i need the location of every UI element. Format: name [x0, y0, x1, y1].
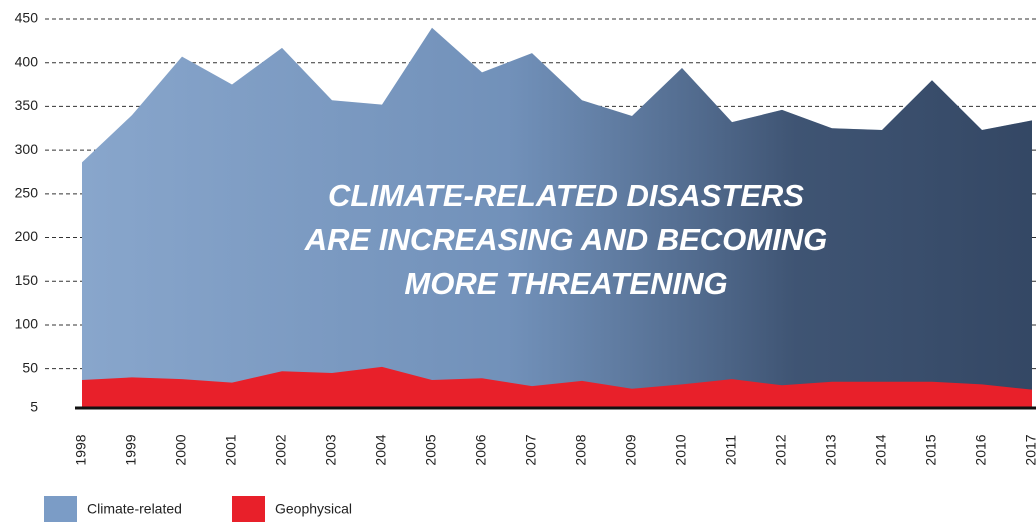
y-tick-label: 350: [15, 97, 39, 113]
y-tick-label: 200: [15, 228, 39, 244]
overlay: 1998 1999 2000 2001 2002 2003 2004 2005 2006 2007…: [44, 178, 1036, 522]
x-tick-label: 2014: [873, 434, 889, 465]
legend-label: Climate-related: [87, 501, 182, 517]
x-tick-label: 2011: [723, 435, 739, 465]
x-tick-label: 2010: [673, 434, 689, 465]
x-tick-label: 2016: [973, 434, 989, 465]
y-tick-label: 250: [15, 185, 39, 201]
x-tick-label: 2015: [923, 434, 939, 465]
x-tick-label: 2004: [373, 434, 389, 465]
chart-title: MORE THREATENING: [404, 266, 727, 301]
x-tick-label: 2006: [473, 434, 489, 465]
x-tick-label: 2000: [173, 434, 189, 465]
chart-title: CLIMATE-RELATED DISASTERS: [328, 178, 804, 213]
grid: 5 50 100 150 200 250 300 350 400 450: [15, 10, 1036, 415]
x-tick-label: 2001: [223, 434, 239, 465]
y-tick-label: 5: [30, 399, 38, 415]
chart-title: ARE INCREASING AND BECOMING: [304, 222, 827, 257]
legend-label: Geophysical: [275, 501, 352, 517]
x-tick-label: 1999: [123, 434, 139, 465]
x-tick-label: 2009: [623, 434, 639, 465]
y-tick-label: 450: [15, 10, 39, 26]
x-tick-label: 2002: [273, 434, 289, 465]
area-texture: [82, 27, 1032, 408]
x-tick-label: 2008: [573, 434, 589, 465]
x-tick-label: 2017: [1023, 434, 1036, 465]
x-tick-label: 2013: [823, 434, 839, 465]
x-tick-label: 2003: [323, 434, 339, 465]
y-tick-label: 50: [22, 359, 38, 375]
y-tick-label: 300: [15, 141, 39, 157]
area: [82, 366, 1032, 408]
x-tick-label: 2007: [523, 434, 539, 465]
y-tick-label: 150: [15, 272, 39, 288]
plot-area: [82, 27, 1032, 408]
x-tick-label: 1998: [73, 434, 89, 465]
legend-swatch: [44, 496, 77, 522]
y-tick-label: 400: [15, 53, 39, 69]
x-tick-label: 2012: [773, 434, 789, 465]
y-tick-label: 100: [15, 316, 39, 332]
legend-swatch: [232, 496, 265, 522]
x-tick-label: 2005: [423, 434, 439, 465]
